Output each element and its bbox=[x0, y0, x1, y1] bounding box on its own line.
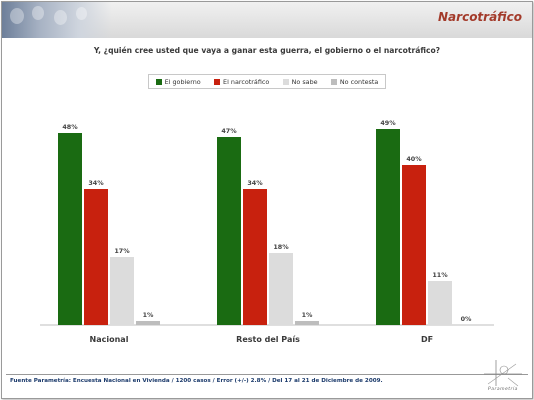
parametria-logo-icon bbox=[484, 360, 522, 387]
legend-label: El gobierno bbox=[164, 77, 201, 86]
data-label: 34% bbox=[88, 179, 104, 187]
bar-resto-del-pa-s-0 bbox=[217, 137, 241, 325]
bar-resto-del-pa-s-2 bbox=[269, 253, 293, 325]
footer-source: Fuente Parametría: Encuesta Nacional en … bbox=[10, 378, 383, 384]
data-label: 1% bbox=[143, 311, 154, 319]
data-label: 49% bbox=[380, 119, 396, 127]
legend-item-gobierno: El gobierno bbox=[155, 77, 201, 86]
bar-df-2 bbox=[428, 281, 452, 325]
data-label: 11% bbox=[432, 271, 448, 279]
chart-legend: El gobierno El narcotráfico No sabe No c… bbox=[148, 74, 386, 89]
bar-nacional-1 bbox=[84, 189, 108, 325]
bar-resto-del-pa-s-1 bbox=[243, 189, 267, 325]
legend-swatch bbox=[155, 78, 162, 85]
legend-item-no-sabe: No sabe bbox=[282, 77, 318, 86]
bar-nacional-2 bbox=[110, 257, 134, 325]
data-label: 1% bbox=[302, 311, 313, 319]
bar-df-1 bbox=[402, 165, 426, 325]
legend-swatch bbox=[330, 78, 337, 85]
legend-item-no-contesta: No contesta bbox=[330, 77, 379, 86]
data-label: 0% bbox=[461, 315, 472, 323]
legend-swatch bbox=[282, 78, 289, 85]
bar-df-0 bbox=[376, 129, 400, 325]
legend-label: No contesta bbox=[339, 77, 379, 86]
legend-label: No sabe bbox=[291, 77, 318, 86]
category-label: Nacional bbox=[90, 335, 129, 344]
header-photo bbox=[2, 2, 112, 38]
legend-label: El narcotráfico bbox=[223, 77, 270, 86]
data-label: 17% bbox=[114, 247, 130, 255]
category-label: Resto del País bbox=[236, 335, 300, 344]
data-label: 48% bbox=[62, 123, 78, 131]
data-label: 18% bbox=[273, 243, 289, 251]
data-label: 34% bbox=[247, 179, 263, 187]
category-label: DF bbox=[421, 335, 433, 344]
data-label: 47% bbox=[221, 127, 237, 135]
footer-divider bbox=[6, 374, 528, 375]
bar-nacional-3 bbox=[136, 321, 160, 325]
data-label: 40% bbox=[406, 155, 422, 163]
chart-question: Y, ¿quién cree usted que vaya a ganar es… bbox=[93, 46, 441, 55]
bar-resto-del-pa-s-3 bbox=[295, 321, 319, 325]
section-title: Narcotráfico bbox=[438, 10, 522, 24]
logo-wordmark: Parametría bbox=[488, 387, 518, 392]
legend-swatch bbox=[214, 78, 221, 85]
legend-item-narcotrafico: El narcotráfico bbox=[214, 78, 269, 86]
bar-nacional-0 bbox=[58, 133, 82, 325]
